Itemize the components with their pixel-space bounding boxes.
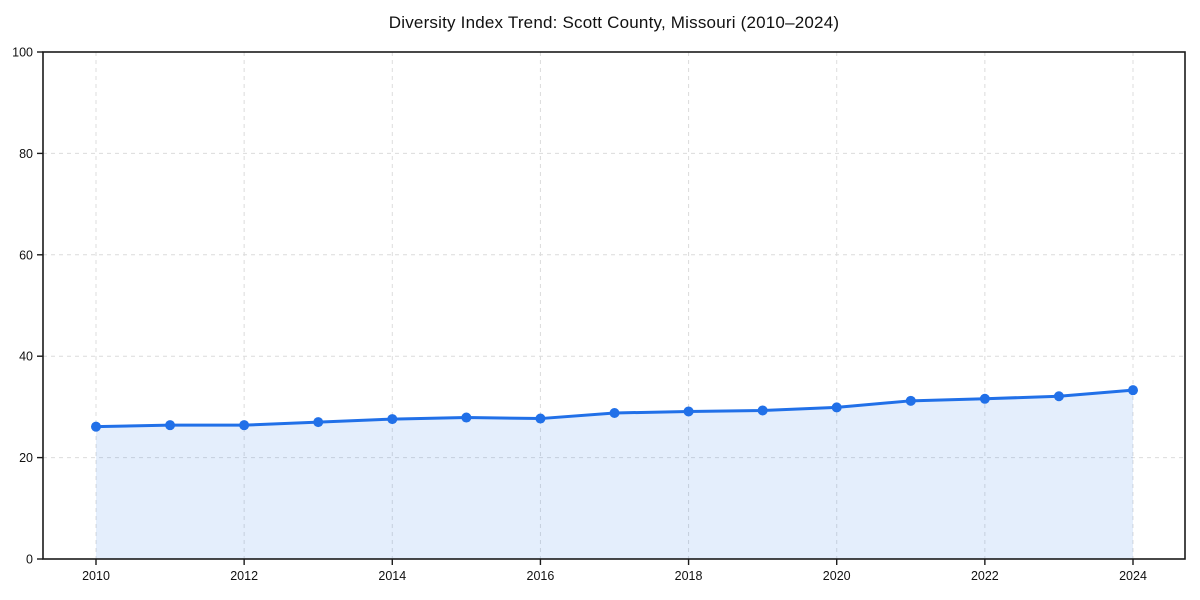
x-tick-label: 2014	[378, 569, 406, 583]
data-point-marker	[1053, 391, 1064, 402]
data-point-marker	[535, 413, 546, 424]
y-tick-label: 60	[19, 248, 33, 262]
x-tick-label: 2012	[230, 569, 258, 583]
x-tick-label: 2022	[971, 569, 999, 583]
data-point-marker	[905, 395, 916, 406]
plot-border	[42, 51, 1186, 560]
x-tick-label: 2016	[527, 569, 555, 583]
x-tick-label: 2010	[82, 569, 110, 583]
x-tick-label: 2024	[1119, 569, 1147, 583]
data-point-marker	[683, 406, 694, 417]
data-point-marker	[831, 402, 842, 413]
data-point-marker	[91, 421, 101, 432]
x-tick-label: 2020	[823, 569, 851, 583]
data-point-marker	[461, 412, 472, 423]
data-point-marker	[387, 414, 398, 425]
x-tick-label: 2018	[675, 569, 703, 583]
y-tick-label: 40	[19, 350, 33, 364]
data-point-marker	[609, 407, 620, 418]
area-fill	[96, 390, 1133, 559]
y-tick-label: 80	[19, 147, 33, 161]
chart-title: Diversity Index Trend: Scott County, Mis…	[388, 13, 840, 32]
y-tick-label: 100	[12, 46, 33, 60]
y-tick-label: 20	[19, 451, 33, 465]
data-point-marker	[239, 420, 250, 431]
data-point-marker	[1128, 385, 1138, 396]
y-tick-label: 0	[26, 553, 33, 567]
data-point-marker	[757, 405, 768, 416]
data-point-marker	[979, 393, 990, 404]
data-point-marker	[313, 417, 324, 428]
data-point-marker	[165, 420, 176, 431]
